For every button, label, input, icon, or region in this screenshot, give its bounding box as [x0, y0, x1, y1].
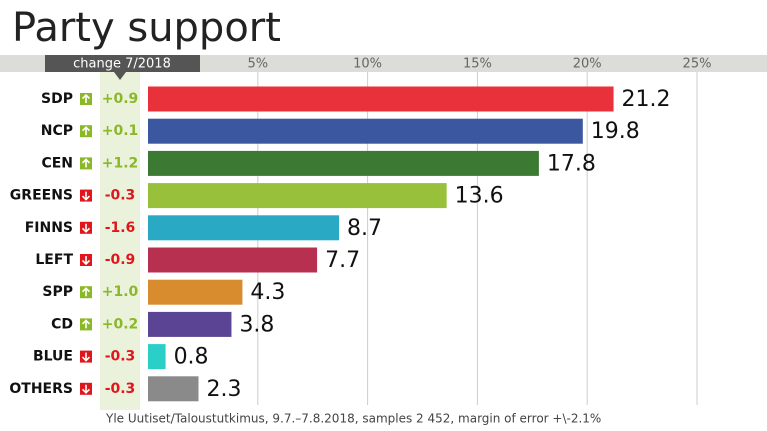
change-label: -0.3 — [105, 381, 136, 397]
value-label: 0.8 — [174, 345, 209, 370]
category-label: BLUE — [33, 349, 73, 365]
change-column — [100, 72, 140, 410]
change-label: -0.3 — [105, 349, 136, 365]
change-arrow — [81, 256, 91, 266]
value-label: 17.8 — [547, 151, 596, 176]
change-arrow — [81, 352, 91, 362]
category-label: NCP — [41, 123, 73, 139]
chart-title: Party support — [12, 5, 281, 51]
change-arrow — [81, 158, 91, 168]
x-tick-label: 10% — [353, 57, 382, 72]
category-label: OTHERS — [9, 381, 73, 397]
bar — [148, 183, 447, 209]
change-header: change 7/2018 — [73, 57, 171, 72]
category-label: GREENS — [10, 188, 73, 204]
value-label: 7.7 — [325, 248, 360, 273]
category-label: FINNS — [25, 220, 73, 236]
bar — [148, 215, 340, 241]
value-label: 13.6 — [455, 184, 504, 209]
value-label: 8.7 — [347, 216, 382, 241]
change-arrow — [81, 126, 91, 136]
bar — [148, 279, 243, 305]
change-label: -0.3 — [105, 188, 136, 204]
change-label: +0.1 — [102, 123, 139, 139]
category-label: SDP — [41, 91, 73, 107]
category-label: CEN — [41, 155, 73, 171]
bar — [148, 247, 318, 273]
value-label: 3.8 — [239, 312, 274, 337]
value-label: 19.8 — [591, 119, 640, 144]
bar — [148, 150, 539, 176]
source-note: Yle Uutiset/Taloustutkimus, 9.7.–7.8.201… — [105, 412, 601, 426]
change-label: +1.2 — [102, 155, 139, 171]
change-arrow — [81, 287, 91, 297]
change-label: +0.2 — [102, 316, 139, 332]
category-label: CD — [51, 316, 73, 332]
bar — [148, 118, 583, 144]
x-tick-label: 25% — [683, 57, 712, 72]
category-label: SPP — [42, 284, 73, 300]
change-label: +1.0 — [102, 284, 139, 300]
bar — [148, 376, 199, 402]
change-header-pointer — [114, 72, 126, 80]
value-label: 2.3 — [207, 377, 242, 402]
change-arrow — [81, 223, 91, 233]
bar — [148, 311, 232, 337]
change-arrow — [81, 319, 91, 329]
change-header-box — [45, 55, 200, 72]
x-tick-label: 15% — [463, 57, 492, 72]
change-arrow — [81, 191, 91, 201]
value-label: 21.2 — [622, 87, 671, 112]
change-label: +0.9 — [102, 91, 139, 107]
bar — [148, 86, 614, 112]
change-label: -0.9 — [105, 252, 136, 268]
value-label: 4.3 — [250, 280, 285, 305]
x-tick-label: 20% — [573, 57, 602, 72]
x-tick-label: 5% — [247, 57, 268, 72]
change-arrow — [81, 93, 91, 103]
change-arrow — [81, 384, 91, 394]
bar — [148, 344, 166, 370]
change-label: -1.6 — [105, 220, 136, 236]
category-label: LEFT — [35, 252, 73, 268]
